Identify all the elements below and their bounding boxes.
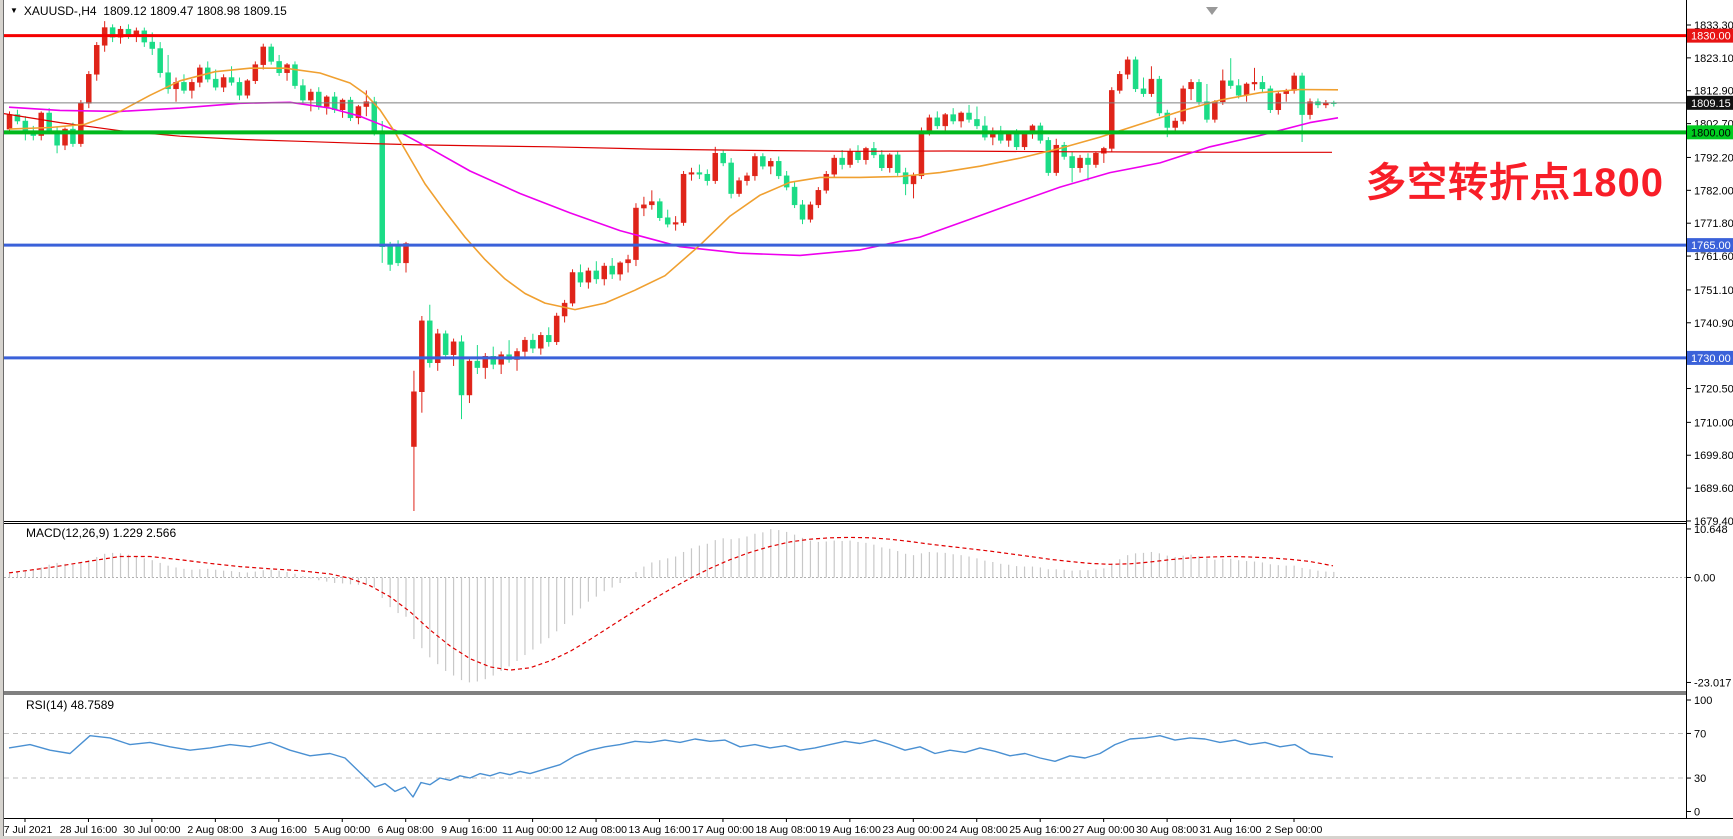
svg-text:1689.60: 1689.60 (1694, 483, 1733, 495)
svg-text:1812.90: 1812.90 (1694, 86, 1733, 98)
price-axis: 1833.301823.101812.901802.701792.201782.… (0, 0, 1733, 819)
svg-text:1679.40: 1679.40 (1694, 516, 1733, 528)
svg-text:6 Aug 08:00: 6 Aug 08:00 (378, 824, 434, 836)
svg-text:1761.60: 1761.60 (1694, 251, 1733, 263)
macd-indicator-label: MACD(12,26,9) 1.229 2.566 (26, 526, 177, 540)
panel-separators[interactable] (4, 521, 1686, 695)
price-badge (1687, 350, 1733, 365)
svg-text:1710.00: 1710.00 (1694, 417, 1733, 429)
svg-text:10.648: 10.648 (1694, 524, 1728, 536)
horizontal-levels[interactable] (4, 34, 1686, 360)
chart-text-annotation: 多空转折点1800 (1366, 161, 1664, 205)
svg-text:12 Aug 08:00: 12 Aug 08:00 (565, 824, 627, 836)
ohlc-values: 1809.12 1809.47 1808.98 1809.15 (103, 4, 287, 18)
macd-values: 1.229 2.566 (112, 526, 177, 540)
svg-text:31 Aug 16:00: 31 Aug 16:00 (1200, 824, 1262, 836)
svg-text:100: 100 (1694, 695, 1712, 707)
svg-text:28 Jul 16:00: 28 Jul 16:00 (60, 824, 117, 836)
svg-text:1740.90: 1740.90 (1694, 318, 1733, 330)
ma-orange-line (8, 67, 1339, 311)
svg-text:1823.10: 1823.10 (1694, 53, 1733, 65)
price-badge (1687, 28, 1733, 43)
svg-text:1730.00: 1730.00 (1691, 353, 1731, 365)
rsi-indicator-label: RSI(14) 48.7589 (26, 698, 115, 712)
symbol-timeframe-label: XAUUSD-,H4 (23, 4, 97, 18)
price-badge (1687, 95, 1733, 110)
svg-text:1809.15: 1809.15 (1691, 98, 1731, 110)
svg-text:9 Aug 16:00: 9 Aug 16:00 (441, 824, 497, 836)
shift-marker-icon[interactable] (1206, 7, 1218, 15)
svg-text:2 Sep 00:00: 2 Sep 00:00 (1266, 824, 1323, 836)
svg-text:5 Aug 00:00: 5 Aug 00:00 (314, 824, 370, 836)
time-axis: 27 Jul 2021 28 Jul 16:00 30 Jul 00:00 2 Aug… (0, 818, 1322, 836)
svg-text:1751.10: 1751.10 (1694, 285, 1733, 297)
price-badge (1687, 125, 1733, 140)
price-badge (1687, 238, 1733, 253)
window-left-edge (0, 0, 4, 839)
svg-text:30: 30 (1694, 773, 1706, 785)
candles-layer (6, 21, 1337, 511)
price-badges: 1830.00 1800.00 1765.00 1730.00 1809.15 (1687, 28, 1733, 365)
ma-red-line (3, 113, 1332, 153)
svg-text:1782.00: 1782.00 (1694, 185, 1733, 197)
svg-text:1800.00: 1800.00 (1691, 127, 1731, 139)
chart-title: ▼ XAUUSD-,H4 1809.12 1809.47 1808.98 1809… (10, 4, 287, 18)
svg-text:1771.80: 1771.80 (1694, 218, 1733, 230)
svg-text:19 Aug 16:00: 19 Aug 16:00 (819, 824, 881, 836)
svg-text:70: 70 (1694, 728, 1706, 740)
svg-text:25 Aug 16:00: 25 Aug 16:00 (1009, 824, 1071, 836)
svg-text:27 Aug 00:00: 27 Aug 00:00 (1073, 824, 1135, 836)
svg-text:0.00: 0.00 (1694, 573, 1715, 585)
symbol-dropdown-icon[interactable]: ▼ (10, 6, 18, 15)
svg-text:27 Jul 2021: 27 Jul 2021 (0, 824, 52, 836)
svg-text:23 Aug 00:00: 23 Aug 00:00 (882, 824, 944, 836)
svg-text:18 Aug 08:00: 18 Aug 08:00 (755, 824, 817, 836)
macd-panel (4, 529, 1686, 683)
svg-text:30 Aug 08:00: 30 Aug 08:00 (1136, 824, 1198, 836)
svg-text:24 Aug 08:00: 24 Aug 08:00 (946, 824, 1008, 836)
window-bottom-edge (0, 836, 1733, 839)
rsi-value: 48.7589 (70, 698, 115, 712)
svg-text:30 Jul 00:00: 30 Jul 00:00 (123, 824, 180, 836)
svg-text:1765.00: 1765.00 (1691, 240, 1731, 252)
svg-text:2 Aug 08:00: 2 Aug 08:00 (187, 824, 243, 836)
svg-text:0: 0 (1694, 807, 1700, 819)
svg-text:17 Aug 00:00: 17 Aug 00:00 (692, 824, 754, 836)
svg-text:1720.50: 1720.50 (1694, 384, 1733, 396)
svg-text:13 Aug 16:00: 13 Aug 16:00 (629, 824, 691, 836)
svg-text:1792.20: 1792.20 (1694, 152, 1733, 164)
svg-text:-23.017: -23.017 (1694, 677, 1731, 689)
svg-text:1699.80: 1699.80 (1694, 450, 1733, 462)
rsi-panel (4, 732, 1686, 798)
svg-text:3 Aug 16:00: 3 Aug 16:00 (251, 824, 307, 836)
svg-text:1830.00: 1830.00 (1691, 31, 1731, 43)
svg-text:11 Aug 00:00: 11 Aug 00:00 (502, 824, 563, 836)
